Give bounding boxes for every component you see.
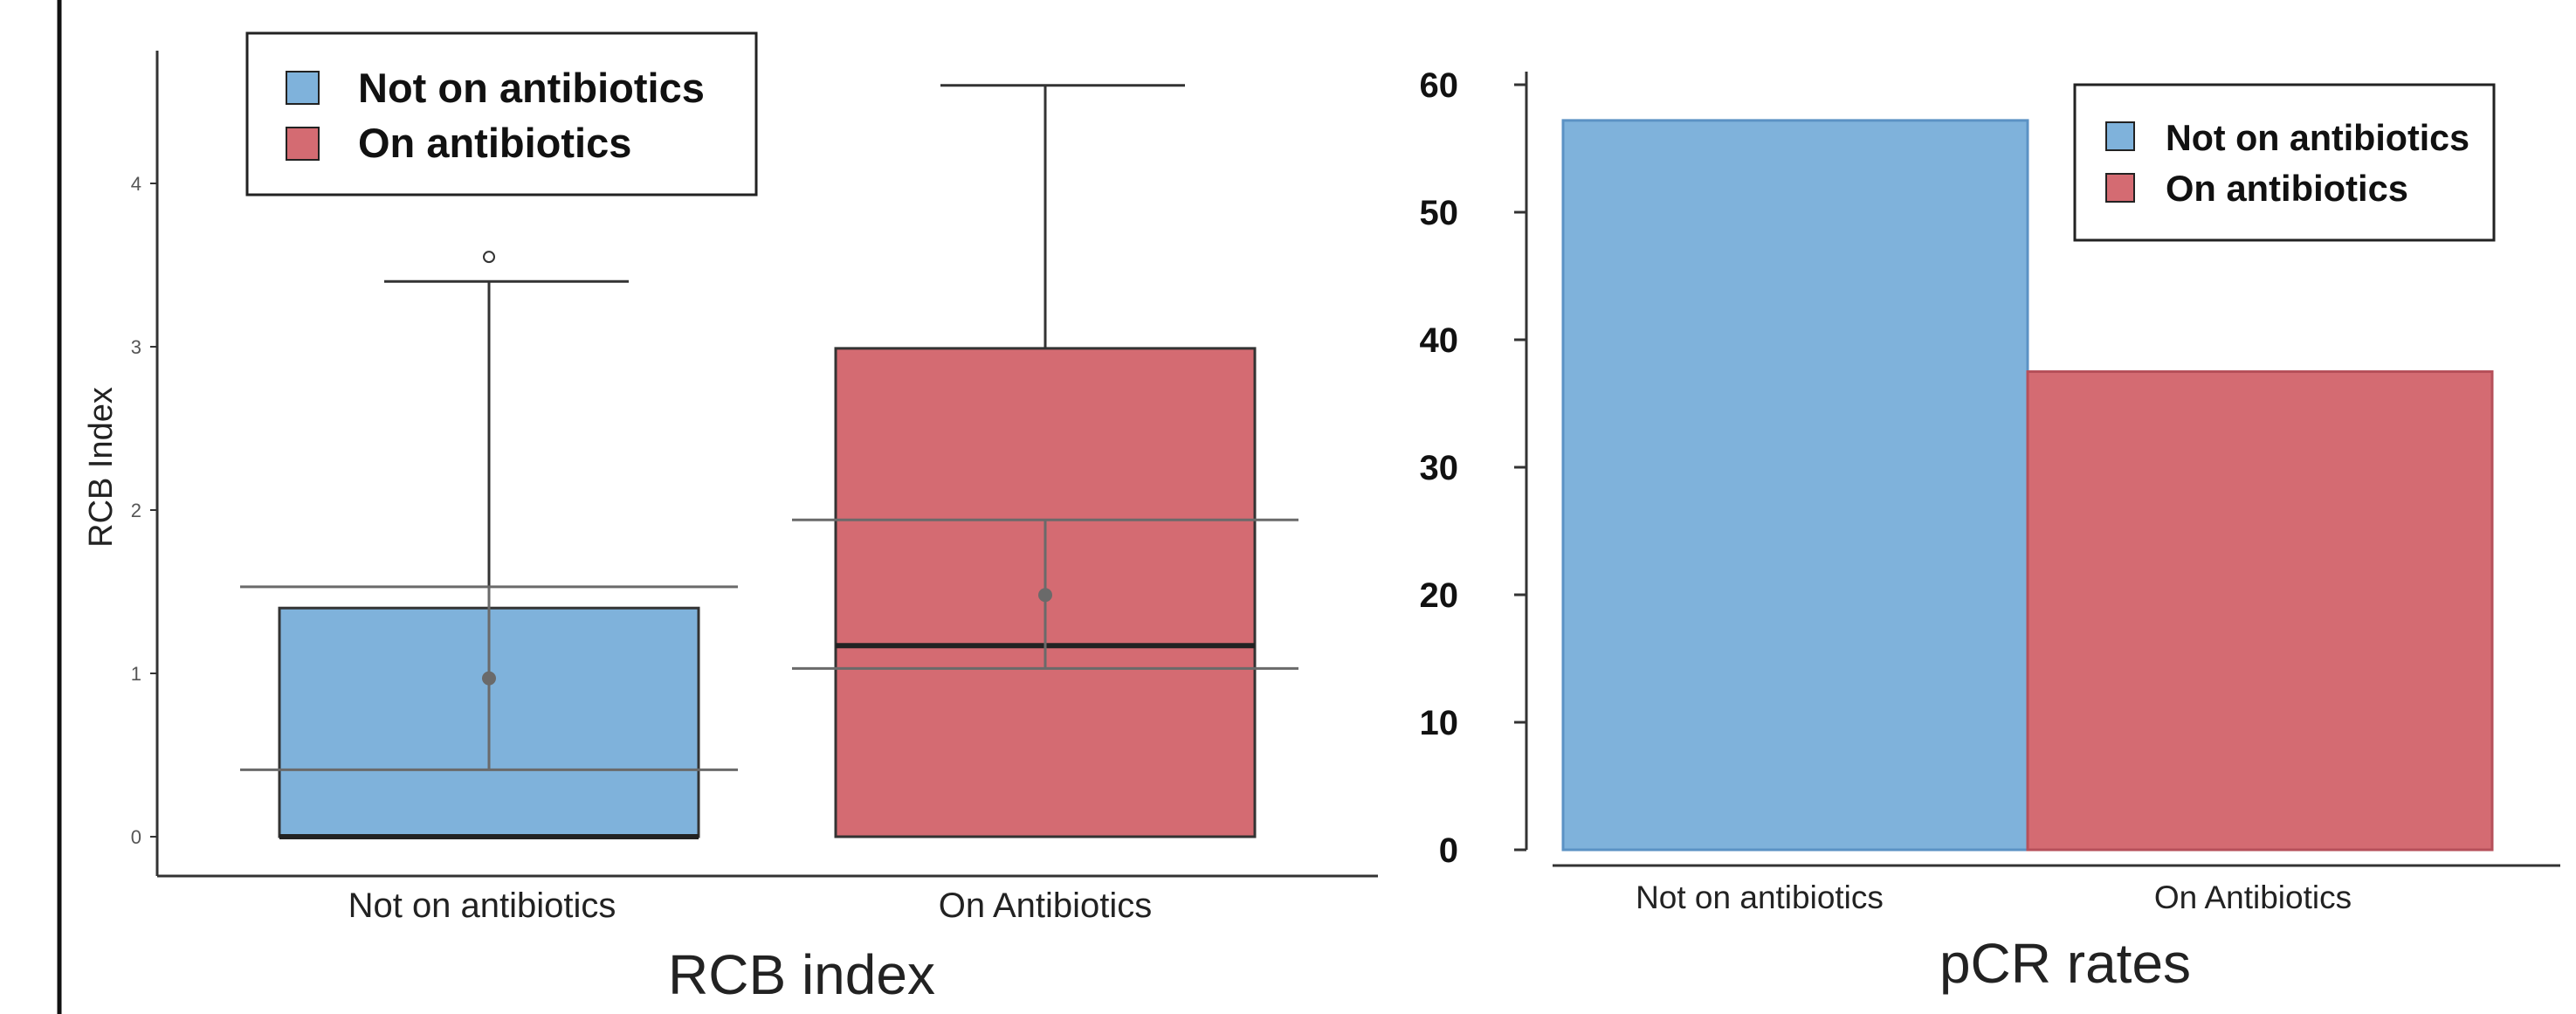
rcb-mean-point-on (1038, 588, 1052, 603)
pcr-legend-box (2073, 83, 2496, 242)
pcr-legend: Not on antibiotics On antibiotics (2073, 83, 2496, 242)
rcb-x-tick-label-on: On Antibiotics (939, 886, 1153, 925)
rcb-y-tick-label: 4 (131, 173, 141, 195)
pcr-bar-not-on (1561, 119, 2029, 852)
pcr-legend-label-not-on: Not on antibiotics (2166, 117, 2469, 158)
rcb-outlier-not-on (483, 251, 495, 264)
rcb-legend: Not on antibiotics On antibiotics (245, 31, 758, 197)
rcb-y-ticks: 0 1 2 3 4 (131, 173, 157, 848)
pcr-y-tick-label: 40 (1420, 321, 1459, 360)
rcb-legend-box (245, 31, 758, 197)
pcr-legend-label-on: On antibiotics (2166, 168, 2408, 209)
rcb-y-axis-title: RCB Index (83, 387, 120, 548)
rcb-y-tick-label: 0 (131, 826, 141, 848)
rcb-legend-swatch-not-on (286, 71, 320, 105)
pcr-y-tick-label: 10 (1420, 704, 1459, 742)
rcb-legend-swatch-on (286, 127, 320, 161)
pcr-bars-layer (1561, 119, 2494, 852)
pcr-y-tick-label: 50 (1420, 194, 1459, 232)
rcb-y-tick-label: 3 (131, 336, 141, 358)
rcb-x-tick-label-not-on: Not on antibiotics (348, 886, 616, 925)
rcb-legend-label-on: On antibiotics (358, 120, 631, 166)
pcr-y-tick-label: 30 (1420, 449, 1459, 487)
rcb-mean-point-not-on (482, 671, 496, 686)
rcb-y-tick-label: 2 (131, 500, 141, 521)
rcb-boxplot-layer (240, 84, 1298, 839)
pcr-x-tick-label-on: On Antibiotics (2154, 879, 2352, 915)
pcr-y-tick-label: 0 (1439, 831, 1458, 870)
pcr-legend-swatch-not-on (2105, 121, 2135, 151)
rcb-chart-title: RCB index (668, 943, 935, 1006)
pcr-barchart-panel: 0 10 20 30 40 50 60 Not on antibiotics On Anti… (1420, 66, 2560, 995)
pcr-bar-on (2026, 370, 2494, 852)
pcr-y-tick-label: 60 (1420, 66, 1459, 105)
pcr-chart-title: pCR rates (1939, 932, 2191, 995)
rcb-boxplot-panel: 0 1 2 3 4 RCB Index Not on antibiotics On An… (83, 31, 1378, 1006)
pcr-legend-swatch-on (2105, 173, 2135, 203)
pcr-y-ticks: 0 10 20 30 40 50 60 (1420, 66, 1526, 870)
pcr-x-tick-label-not-on: Not on antibiotics (1636, 879, 1884, 915)
rcb-y-tick-label: 1 (131, 663, 141, 685)
pcr-y-tick-label: 20 (1420, 576, 1459, 615)
panel-separator (1380, 437, 1388, 620)
rcb-legend-label-not-on: Not on antibiotics (358, 65, 705, 111)
